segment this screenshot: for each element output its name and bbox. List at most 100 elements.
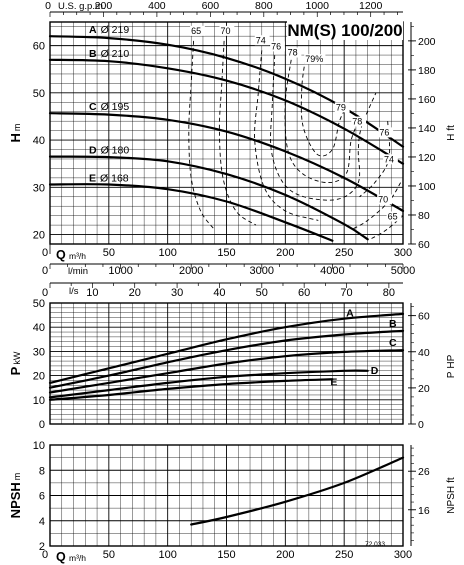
head-right-tick: 100 <box>418 181 436 193</box>
ls-tick-label: 40 <box>213 287 225 299</box>
q-bottom-tick-label: 200 <box>276 549 294 561</box>
head-y-tick: 30 <box>33 182 45 194</box>
power-curve-d <box>48 369 369 399</box>
head-right-tick: 120 <box>418 152 436 164</box>
power-curve-label-a: A <box>346 308 354 320</box>
ls-axis-label: l/s <box>69 286 79 297</box>
eff-label: 65 <box>388 211 398 221</box>
power-axis-title-symbol: P <box>8 366 23 375</box>
eff-label: 76 <box>379 127 389 137</box>
power-curve-label-e: E <box>330 376 337 388</box>
head-curve-diameter: Ø 180 <box>101 145 130 157</box>
head-right-tick: 80 <box>418 210 430 222</box>
ls-tick-label: 0 <box>42 287 48 299</box>
eff-label: 79 <box>336 102 346 112</box>
power-curve-label-c: C <box>389 337 397 349</box>
power-y-tick: 40 <box>33 322 45 334</box>
head-right-title: Hft <box>446 125 457 141</box>
gpm-axis-label: U.S. g.p.m. <box>58 1 106 12</box>
ls-tick-label: 60 <box>298 287 310 299</box>
npsh-y-tick: 10 <box>33 440 45 452</box>
head-right-title-symbol: H <box>446 134 457 141</box>
eff-label: 65 <box>191 26 201 36</box>
power-right-title-symbol: P <box>446 371 457 378</box>
head-curve-diameter: Ø 210 <box>101 48 130 60</box>
lmin-tick-label: 5000 <box>391 265 415 277</box>
power-axis-title: PkW <box>8 351 23 375</box>
grid-layer <box>49 11 416 547</box>
eff-label: 70 <box>221 26 231 36</box>
eff-label-bg <box>219 25 235 36</box>
head-right-tick: 160 <box>418 94 436 106</box>
npsh-right-tick: 16 <box>418 505 430 517</box>
ls-tick-label: 30 <box>171 287 183 299</box>
lmin-axis-label: l/min <box>68 266 88 277</box>
q-tick-label: 250 <box>335 247 353 259</box>
gpm-tick-label: 600 <box>202 0 220 12</box>
head-curve-diameter: Ø 195 <box>101 101 130 113</box>
lmin-tick-label: 3000 <box>250 265 274 277</box>
power-curve-label-b: B <box>389 318 397 330</box>
power-curve-c <box>48 349 405 394</box>
eff-label-bg <box>383 154 398 165</box>
eff-curve-65-right <box>369 215 404 240</box>
eff-label-bg <box>286 47 302 58</box>
ls-tick-label: 10 <box>86 287 98 299</box>
head-curve-diameter: Ø 168 <box>100 172 129 184</box>
head-curve-letter: A <box>89 24 97 36</box>
npsh-y-tick: 6 <box>39 491 45 503</box>
power-right-title-unit: HP <box>446 354 457 368</box>
power-y-tick: 50 <box>33 298 45 310</box>
eff-label: 70 <box>378 194 388 204</box>
head-right-tick: 200 <box>418 36 436 48</box>
lmin-tick-label: 1000 <box>108 265 132 277</box>
q-tick-label: 100 <box>158 247 176 259</box>
power-right-tick: 40 <box>418 347 430 359</box>
ls-tick-label: 70 <box>340 287 352 299</box>
head-curve-d <box>48 155 369 241</box>
npsh-curve <box>190 456 405 526</box>
gpm-tick-label: 400 <box>148 0 166 12</box>
eff-curve-79 <box>300 59 347 157</box>
q-tick-label: 50 <box>103 247 115 259</box>
q-tick-label: 300 <box>394 247 412 259</box>
q-axis-unit: m³/h <box>69 251 86 261</box>
q-tick-label: 0 <box>42 247 48 259</box>
power-right-tick: 20 <box>418 383 430 395</box>
head-curve-diameter: Ø 219 <box>101 24 130 36</box>
power-right-title: P HP <box>446 354 457 378</box>
head-curve-label-e: E Ø 168 <box>89 172 129 184</box>
eff-curve-74 <box>254 50 319 221</box>
q-bottom-axis-unit: m³/h <box>69 553 86 563</box>
q-bottom-tick-label: 150 <box>217 549 235 561</box>
head-curve-letter: D <box>89 145 97 157</box>
power-curve-label-d: D <box>371 365 379 377</box>
head-y-tick: 40 <box>33 135 45 147</box>
head-axis-title-symbol: H <box>8 133 23 142</box>
gpm-tick-label: 1200 <box>359 0 383 12</box>
head-curve-letter: B <box>89 48 97 60</box>
power-curve-b <box>48 329 405 389</box>
eff-label-bg <box>377 194 392 205</box>
eff-label-bg <box>386 211 402 222</box>
eff-label: 74 <box>384 154 394 164</box>
head-right-tick: 60 <box>418 239 430 251</box>
q-bottom-tick-label: 300 <box>394 549 412 561</box>
npsh-axis-title-unit: m <box>12 473 22 481</box>
q-axis-label: Q <box>56 248 66 262</box>
npsh-right-tick: 26 <box>418 466 430 478</box>
chart-title: NM(S) 100/200 <box>287 21 402 40</box>
power-axis-title-unit: kW <box>12 351 22 365</box>
ls-tick-label: 50 <box>256 287 268 299</box>
head-curve-label-a: A Ø 219 <box>89 24 129 36</box>
power-y-tick: 0 <box>39 419 45 431</box>
npsh-axis-title: NPSHm <box>8 473 23 519</box>
head-axis-title-unit: m <box>12 124 22 132</box>
npsh-y-tick: 4 <box>39 516 45 528</box>
efficiency-layer <box>188 40 404 240</box>
eff-label-bg <box>270 41 285 52</box>
gpm-tick-label: 1000 <box>306 0 330 12</box>
power-right-tick: 0 <box>418 419 424 431</box>
footnote: 72.033 <box>365 541 385 548</box>
q-tick-label: 150 <box>217 247 235 259</box>
